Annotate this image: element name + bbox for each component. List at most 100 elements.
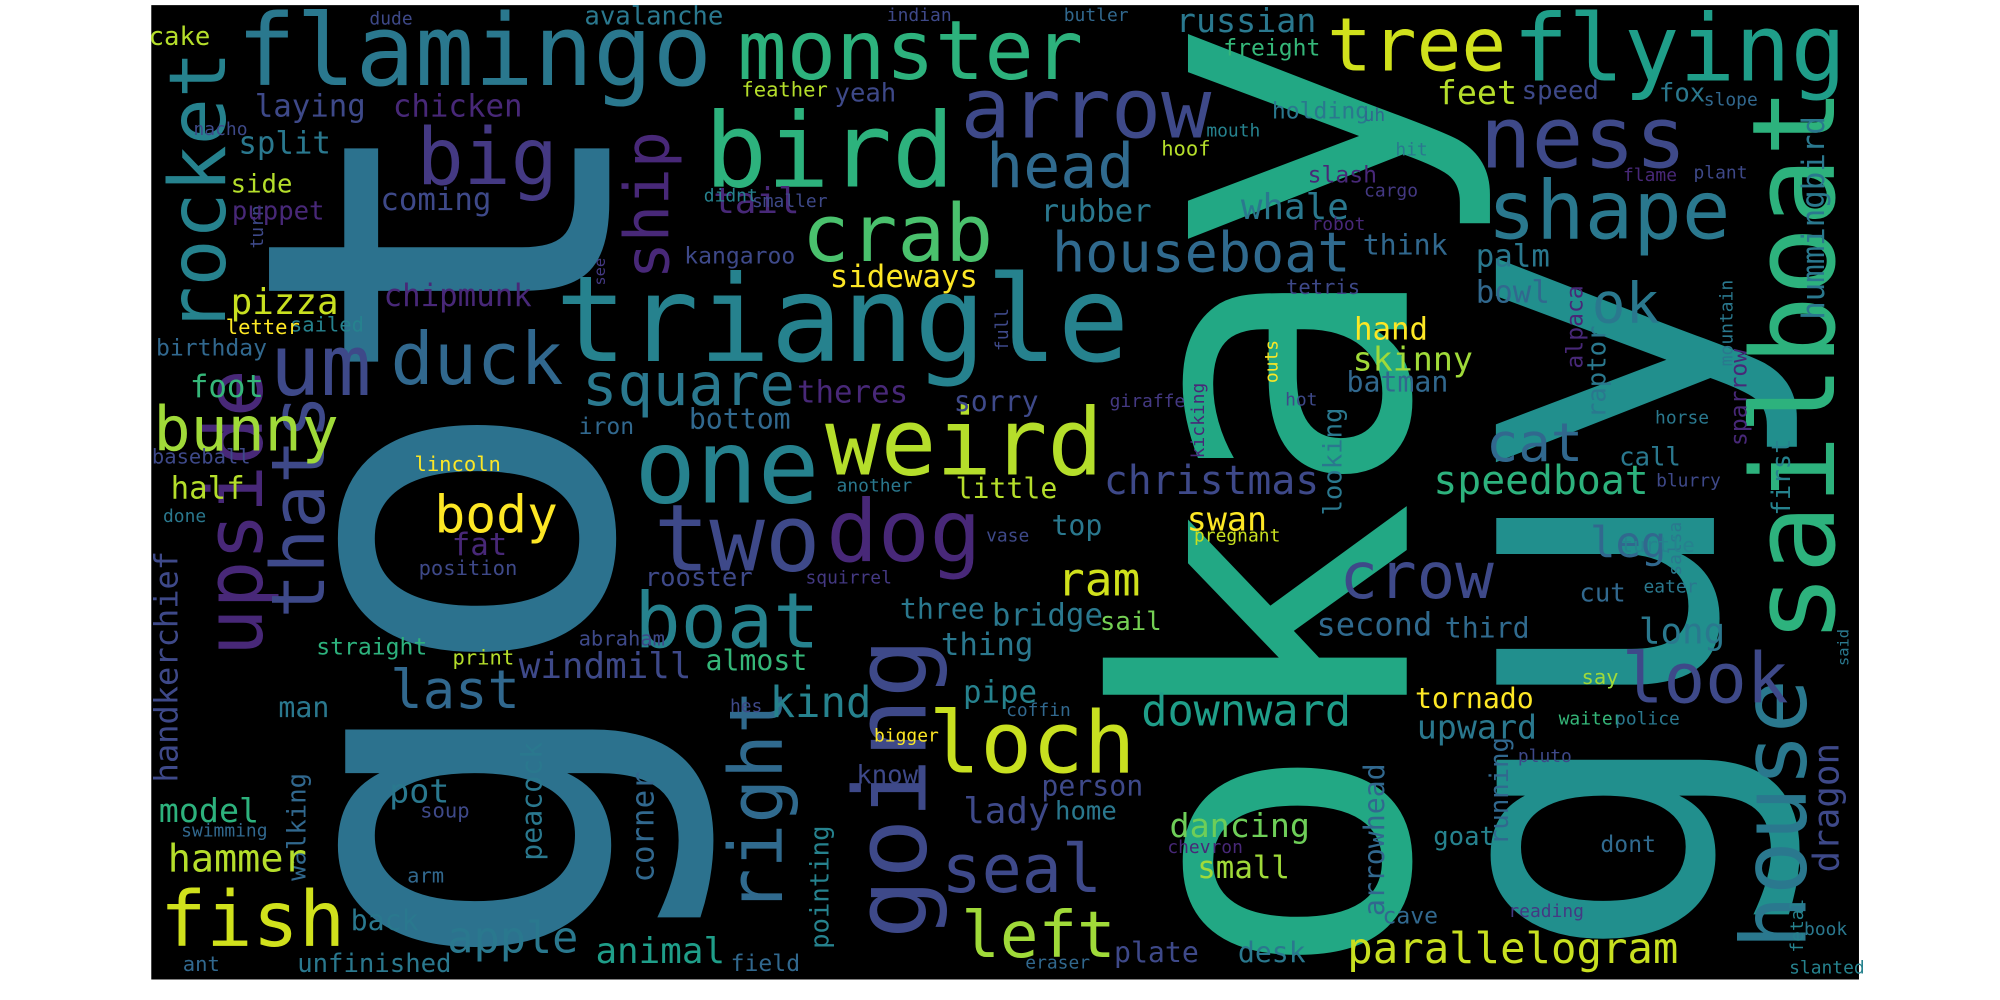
- cloud-word: body: [434, 485, 557, 545]
- cloud-word: chicken: [393, 88, 523, 124]
- cloud-word: tree: [1327, 1, 1506, 88]
- cloud-word: home: [1055, 797, 1117, 827]
- cloud-word: feet: [1437, 73, 1517, 112]
- cloud-word: fat: [452, 527, 508, 563]
- cloud-word: running: [1485, 737, 1515, 845]
- cloud-word: small: [1197, 850, 1290, 886]
- cloud-word: giraffe: [1110, 391, 1186, 412]
- cloud-word: hummingbird: [1796, 116, 1832, 320]
- cloud-word: shape: [1487, 165, 1730, 259]
- cloud-word: nacho: [194, 119, 248, 140]
- cloud-word: thats: [255, 395, 342, 619]
- cloud-word: alpaca: [1563, 285, 1589, 368]
- cloud-word: leg: [1590, 518, 1666, 567]
- cloud-word: fox: [1659, 79, 1705, 109]
- cloud-word: hand: [1354, 311, 1428, 347]
- cloud-word: done: [163, 506, 206, 527]
- cloud-word: hammer: [168, 836, 307, 881]
- cloud-word: animal: [595, 931, 725, 972]
- cloud-word: swan: [1187, 500, 1267, 539]
- cloud-word: raptor: [1582, 326, 1612, 419]
- cloud-word: batman: [1347, 366, 1449, 399]
- cloud-word: smaller: [752, 191, 828, 212]
- cloud-word: tail: [713, 181, 799, 222]
- cloud-word: butler: [1064, 5, 1129, 26]
- cloud-word: second: [1316, 605, 1432, 643]
- cloud-word: bunny: [154, 393, 339, 465]
- cloud-word: holding: [1272, 99, 1369, 125]
- cloud-word: indian: [887, 5, 952, 26]
- cloud-word: sorry: [954, 385, 1039, 418]
- cloud-word: boat: [634, 577, 819, 666]
- cloud-word: slanted: [1789, 957, 1865, 978]
- cloud-word: know: [856, 761, 918, 791]
- cloud-word: palm: [1476, 238, 1550, 274]
- cloud-background: [151, 5, 1859, 980]
- cloud-word: flying: [1513, 0, 1846, 103]
- cloud-word: little: [955, 472, 1057, 505]
- cloud-word: position: [419, 556, 518, 580]
- cloud-word: tornado: [1415, 682, 1534, 715]
- cloud-word: blurry: [1656, 470, 1721, 491]
- cloud-word: robot: [1311, 214, 1365, 235]
- cloud-word: iron: [579, 414, 635, 440]
- cloud-word: peacock: [516, 742, 549, 861]
- cloud-word: ram: [1057, 552, 1140, 606]
- cloud-word: bridge: [992, 597, 1103, 633]
- cloud-word: pot: [389, 772, 449, 811]
- cloud-word: ship: [611, 131, 683, 279]
- cloud-word: duck: [390, 317, 563, 401]
- cloud-word: straight: [316, 634, 427, 660]
- cloud-word: sideways: [830, 259, 978, 295]
- cloud-word: pointing: [806, 825, 836, 948]
- cloud-word: squirrel: [806, 568, 892, 589]
- cloud-word: plant: [1694, 163, 1748, 184]
- cloud-word: eraser: [1025, 952, 1090, 973]
- cloud-word: apple: [447, 913, 578, 963]
- cloud-word: one: [634, 408, 819, 527]
- cloud-word: see: [591, 258, 609, 286]
- cloud-word: feather: [741, 78, 827, 102]
- cloud-word: walking: [282, 773, 312, 881]
- cloud-word: square: [582, 350, 795, 419]
- cloud-word: flamingo: [237, 0, 712, 109]
- cloud-word: weird: [825, 388, 1103, 496]
- cloud-word: baseball: [152, 444, 251, 468]
- cloud-word: puppet: [232, 197, 325, 227]
- cloud-word: think: [1363, 228, 1448, 261]
- cloud-word: crab: [802, 187, 993, 280]
- cloud-word: downward: [1141, 687, 1351, 737]
- cloud-word: hes: [730, 696, 762, 717]
- cloud-word: cargo: [1364, 181, 1418, 202]
- cloud-word: freight: [1223, 36, 1320, 62]
- cloud-word: goat: [1433, 822, 1495, 852]
- cloud-word: houseboat: [1052, 221, 1351, 285]
- cloud-word: bowl: [1476, 274, 1550, 310]
- cloud-word: fetal: [1787, 899, 1808, 953]
- cloud-word: sparrow: [1727, 349, 1753, 446]
- cloud-word: another: [837, 475, 913, 496]
- cloud-word: pluto: [1518, 746, 1572, 767]
- cloud-word: coffin: [1006, 700, 1071, 721]
- cloud-word: person: [1041, 769, 1143, 802]
- cloud-word: speedboat: [1433, 458, 1648, 504]
- cloud-word: two: [654, 484, 821, 592]
- cloud-word: okay: [1037, 18, 1502, 981]
- cloud-word: pregnant: [1194, 525, 1280, 546]
- cloud-word: kicking: [1188, 383, 1209, 459]
- cloud-word: cat: [1486, 411, 1583, 474]
- cloud-word: turn: [247, 205, 268, 248]
- cloud-word: chipmunk: [384, 278, 533, 314]
- cloud-word: uh: [1364, 105, 1386, 126]
- cloud-word: crow: [1339, 540, 1494, 614]
- cloud-word: going: [833, 638, 950, 939]
- cloud-word: unfinished: [297, 949, 451, 979]
- cloud-word: last: [390, 658, 520, 721]
- cloud-word: loch: [929, 694, 1136, 794]
- cloud-word: dog: [826, 482, 981, 582]
- cloud-word: ok: [1592, 271, 1660, 336]
- cloud-word: kangaroo: [684, 243, 795, 269]
- cloud-word: cake: [149, 22, 211, 52]
- cloud-word: right: [713, 689, 800, 913]
